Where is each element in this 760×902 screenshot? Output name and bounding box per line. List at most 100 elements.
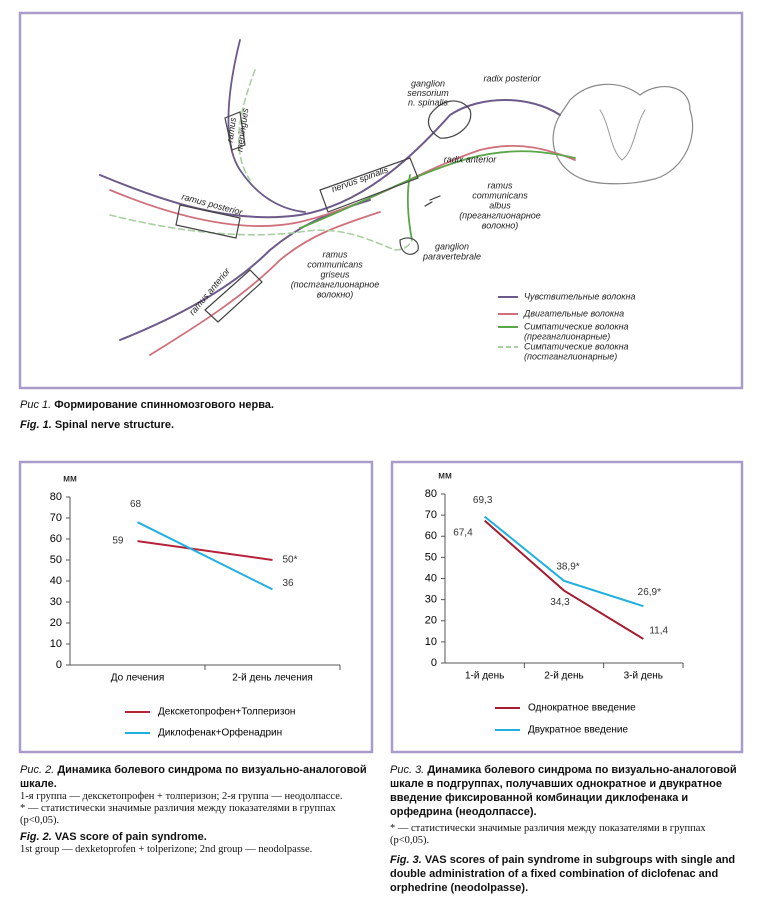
caption-title: Формирование спинномозгового нерва. — [54, 399, 274, 411]
x-tick-label: До лечения — [111, 673, 165, 684]
legend-label: Декскетопрофен+Толперизон — [158, 706, 295, 718]
legend-label: Однократное введение — [528, 703, 636, 714]
x-tick-label: 2-й день лечения — [232, 673, 313, 684]
value-label: 50* — [283, 555, 298, 566]
pointer — [424, 195, 441, 207]
value-label: 59 — [112, 536, 124, 547]
y-tick-label: 70 — [425, 509, 437, 521]
nerve-sheath — [319, 157, 419, 213]
legend-label: (постганглионарные) — [524, 351, 617, 361]
series-line — [137, 521, 273, 591]
caption-title: VAS score of pain syndrome. — [54, 831, 207, 843]
value-label: 68 — [130, 499, 142, 510]
figure3-frame — [390, 460, 744, 754]
caption-num: Fig. 3. — [390, 854, 422, 866]
caption-num: Fig. 2. — [20, 831, 52, 843]
diagram-label: griseus — [320, 269, 350, 279]
value-label: 34,3 — [550, 597, 570, 608]
caption-note: * — статистически значимые различия межд… — [20, 803, 336, 826]
caption-num: Рис. 2. — [20, 764, 55, 776]
legend-label: Двукратное введение — [528, 725, 629, 736]
y-tick-label: 40 — [425, 572, 437, 584]
fig3-caption: Рис. 3. Динамика болевого синдрома по ви… — [390, 763, 740, 895]
y-tick-label: 80 — [425, 488, 437, 500]
y-tick-label: 20 — [425, 615, 437, 627]
y-tick-label: 0 — [56, 659, 62, 671]
y-tick-label: 10 — [425, 636, 437, 648]
caption-title: VAS scores of pain syndrome in subgroups… — [390, 854, 736, 894]
diagram-label: radix posterior — [483, 73, 541, 83]
caption-title: Динамика болевого синдрома по визуально-… — [20, 764, 367, 790]
y-tick-label: 0 — [431, 657, 437, 669]
y-tick-label: 20 — [50, 617, 62, 629]
caption-title: Spinal nerve structure. — [54, 419, 175, 431]
legend-label: Симпатические волокна — [524, 321, 629, 331]
grey-matter — [599, 109, 646, 161]
value-label: 67,4 — [453, 527, 473, 538]
diagram-label: ramus — [225, 116, 238, 143]
figure2-frame — [18, 460, 374, 754]
legend-label: (преганглионарные) — [524, 331, 610, 341]
legend-label: Двигательные волокна — [523, 308, 624, 318]
y-tick-label: 30 — [50, 596, 62, 608]
value-label: 69,3 — [473, 495, 493, 506]
y-tick-label: 80 — [50, 491, 62, 503]
value-label: 38,9* — [556, 561, 579, 572]
figure1-frame — [18, 11, 744, 390]
sensory-fiber — [99, 99, 561, 219]
legend-label: Симпатические волокна — [524, 341, 629, 351]
diagram-label: paravertebrale — [422, 251, 481, 261]
value-label: 26,9* — [638, 587, 661, 598]
value-label: 11,4 — [649, 626, 668, 637]
nerve-sheath — [175, 204, 241, 239]
nerve-sheath — [224, 111, 246, 151]
fig2-caption: Рис. 2. Динамика болевого синдрома по ви… — [20, 763, 372, 856]
diagram-label: волокно) — [317, 289, 354, 299]
diagram-label: ganglion — [435, 241, 469, 251]
x-tick-label: 2-й день — [544, 671, 583, 682]
value-label: 36 — [283, 578, 295, 589]
y-tick-label: 60 — [425, 530, 437, 542]
caption-title: Динамика болевого синдрома по визуально-… — [390, 764, 737, 818]
x-tick-label: 1-й день — [465, 671, 504, 682]
diagram-label: волокно) — [482, 220, 519, 230]
y-tick-label: 40 — [50, 575, 62, 587]
diagram-label: n. spinalis — [408, 97, 449, 107]
y-axis-label: мм — [438, 471, 452, 482]
y-tick-label: 30 — [425, 594, 437, 606]
sympathetic-pre — [299, 150, 576, 241]
x-tick-label: 3-й день — [624, 671, 663, 682]
series-line — [484, 515, 644, 608]
y-tick-label: 70 — [50, 512, 62, 524]
caption-num: Рис. 3. — [390, 764, 425, 776]
diagram-label: communicans — [472, 190, 528, 200]
diagram-label: (постганглионарное — [291, 279, 380, 289]
caption-note: * — статистически значимые различия межд… — [390, 823, 706, 846]
y-tick-label: 50 — [425, 551, 437, 563]
diagram-label: albus — [489, 200, 511, 210]
diagram-label: ramus posterior — [181, 191, 245, 217]
diagram-label: ramus — [487, 180, 513, 190]
spinal-cord — [552, 83, 694, 185]
diagram-label: (преганглионарное — [459, 210, 541, 220]
ganglion — [427, 100, 472, 139]
y-tick-label: 10 — [50, 638, 62, 650]
caption-note: 1st group — dexketoprofen + tolperizone;… — [20, 844, 313, 855]
motor-fiber — [149, 211, 381, 356]
y-tick-label: 60 — [50, 533, 62, 545]
diagram-label: communicans — [307, 259, 363, 269]
diagram-label: ganglion — [411, 78, 445, 88]
sensory-fiber — [227, 39, 306, 213]
legend-label: Диклофенак+Орфенадрин — [158, 727, 282, 739]
caption-num: Рис 1. — [20, 399, 52, 411]
y-tick-label: 50 — [50, 554, 62, 566]
diagram-label: radix anterior — [444, 154, 498, 164]
nerve-sheath — [204, 269, 263, 323]
legend-label: Чувствительные волокна — [524, 291, 635, 301]
caption-note: 1-я группа — декскетопрофен + толперизон… — [20, 791, 343, 802]
diagram-label: ramus — [322, 249, 348, 259]
caption-num: Fig. 1. — [20, 419, 52, 431]
ganglion — [399, 237, 419, 255]
